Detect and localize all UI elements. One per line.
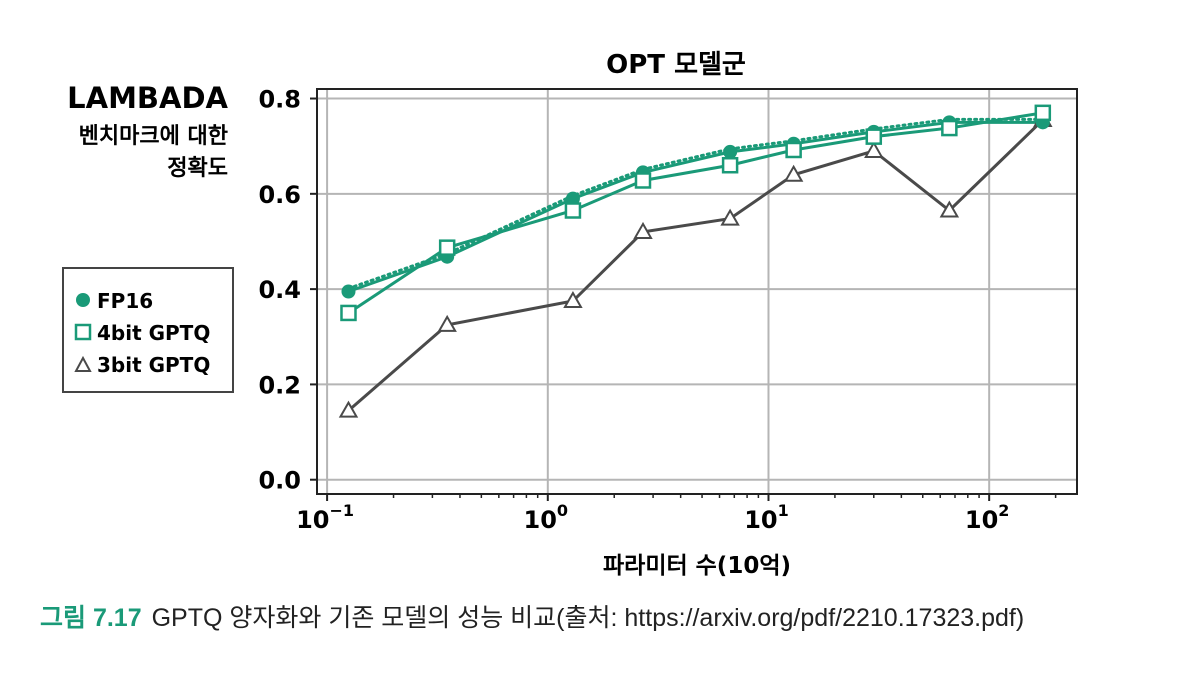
legend-circle-marker: [76, 293, 90, 307]
lambada-accuracy-chart: OPT 모델군 LAMBADA 벤치마크에 대한 정확도 10−1 100 101 1…: [62, 50, 1078, 579]
x-tick-label: 102: [965, 501, 1010, 534]
series-point-3bit-gptq: [720, 208, 740, 226]
series-point-4bit-gptq: [865, 128, 883, 145]
series-point-3bit-gptq: [939, 200, 960, 218]
series-point-3bit-gptq: [338, 400, 359, 418]
y-tick-label: 0.0: [258, 467, 301, 495]
series-point-4bit-gptq: [941, 119, 958, 137]
figure-label: 그림 7.17: [40, 604, 142, 632]
series-line-fp16: [347, 120, 1043, 293]
y-tick-label: 0.2: [258, 371, 301, 399]
series-point-fp16: [723, 144, 738, 159]
figure-caption: 그림 7.17 GPTQ 양자화와 기존 모델의 성능 비교(출처: https:…: [40, 598, 1024, 634]
y-axis-label-line-1: LAMBADA: [67, 81, 228, 115]
series-point-fp16: [341, 284, 356, 299]
series-point-4bit-gptq: [564, 202, 582, 219]
axis-ticks: 10−1 100 101 102 0.0 0.2 0.4 0.6 0.8: [258, 86, 1057, 534]
legend-label-3bit: 3bit GPTQ: [97, 353, 210, 377]
series-line-4bit-gptq: [347, 111, 1044, 315]
series-point-4bit-gptq: [785, 141, 802, 159]
legend-square-marker: [74, 323, 92, 341]
series-point-4bit-gptq: [438, 239, 456, 256]
caption-text: GPTQ 양자화와 기존 모델의 성능 비교(출처: https://arxiv…: [151, 604, 1025, 632]
y-tick-label: 0.8: [258, 86, 301, 114]
legend-label-fp16: FP16: [97, 289, 153, 313]
x-axis-label: 파라미터 수(10억): [603, 553, 791, 579]
plot-frame: [316, 88, 1078, 495]
series-point-4bit-gptq: [340, 304, 357, 322]
series-point-4bit-gptq: [1034, 104, 1052, 122]
series-point-3bit-gptq: [864, 140, 884, 158]
chart-title: OPT 모델군: [606, 50, 746, 80]
series-layer: [338, 104, 1053, 418]
series-point-4bit-gptq: [634, 172, 652, 189]
legend-triangle-marker: [74, 355, 92, 372]
series-point-4bit-gptq: [721, 156, 739, 174]
x-tick-label: 101: [744, 501, 789, 534]
legend: FP16 4bit GPTQ 3bit GPTQ: [62, 267, 234, 393]
series-point-fp16: [565, 191, 580, 206]
y-axis-label-line-2: 벤치마크에 대한: [79, 124, 228, 149]
series-point-3bit-gptq: [563, 291, 583, 309]
series-line-3bit-gptq: [347, 118, 1044, 412]
y-axis-label-line-3: 정확도: [167, 156, 228, 181]
y-axis-label: LAMBADA 벤치마크에 대한 정확도: [67, 81, 228, 181]
y-tick-label: 0.6: [258, 181, 301, 209]
legend-label-4bit: 4bit GPTQ: [97, 321, 210, 345]
y-tick-label: 0.4: [258, 276, 301, 304]
legend-box: [62, 267, 234, 393]
series-point-3bit-gptq: [783, 164, 804, 182]
series-point-3bit-gptq: [633, 221, 653, 239]
x-tick-label: 100: [524, 501, 569, 534]
series-point-3bit-gptq: [437, 314, 457, 332]
grid-lines: [317, 89, 1077, 494]
x-tick-label: 10−1: [296, 501, 354, 534]
